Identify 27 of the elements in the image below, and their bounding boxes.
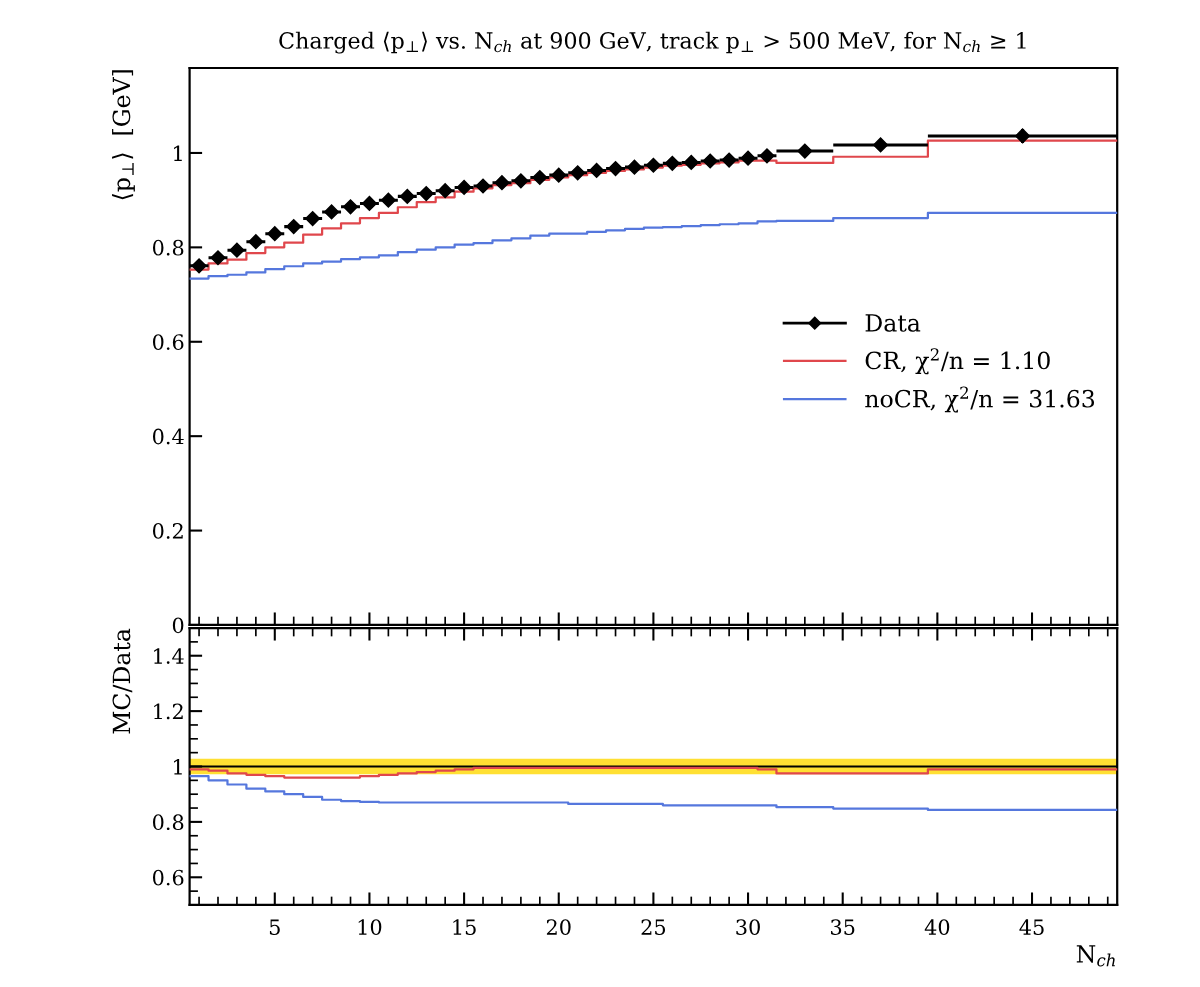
chart-title: Charged ⟨p$_{⊥}$⟩ vs. N$_{ch}$ at 900 GeV, track p$_{⊥}$ > 500 MeV, for N$_{ch}$ ≥ 1 bbox=[279, 31, 1026, 54]
x-tick-label: 10 bbox=[358, 919, 382, 935]
y-tick-label: 0.4 bbox=[152, 428, 184, 445]
x-tick-label: 40 bbox=[924, 919, 950, 935]
y-tick-label: 1 bbox=[174, 145, 182, 161]
x-tick-label: 45 bbox=[1019, 919, 1044, 935]
y-tick-label: 1 bbox=[174, 758, 182, 775]
x-tick-label: 35 bbox=[831, 919, 855, 935]
x-tick-label: 15 bbox=[453, 919, 476, 935]
y-axis-title: ⟨p$_{⊥}$⟩ [GeV] bbox=[112, 70, 135, 200]
legend-label: noCR, χ$^{2}$/n = 31.63 bbox=[865, 386, 1095, 413]
y-tick-label: 1.4 bbox=[154, 648, 184, 664]
legend-label: Data bbox=[865, 314, 921, 332]
x-tick-label: 5 bbox=[269, 919, 280, 935]
y-tick-label: 0 bbox=[172, 617, 184, 634]
legend-label: CR, χ$^{2}$/n = 1.10 bbox=[865, 348, 1050, 375]
x-tick-label: 20 bbox=[546, 919, 571, 935]
y-tick-label: 1.2 bbox=[154, 703, 183, 720]
x-tick-label: 30 bbox=[736, 919, 760, 935]
y-tick-label: 0.8 bbox=[152, 239, 184, 256]
x-axis-title: N$_{ch}$ bbox=[1076, 945, 1115, 967]
y-axis-title: MC/Data bbox=[112, 628, 133, 734]
y-tick-label: 0.6 bbox=[152, 334, 184, 350]
y-tick-label: 0.2 bbox=[152, 523, 183, 539]
x-tick-label: 25 bbox=[641, 919, 666, 935]
y-tick-label: 0.6 bbox=[152, 869, 184, 886]
y-tick-label: 0.8 bbox=[152, 814, 184, 831]
